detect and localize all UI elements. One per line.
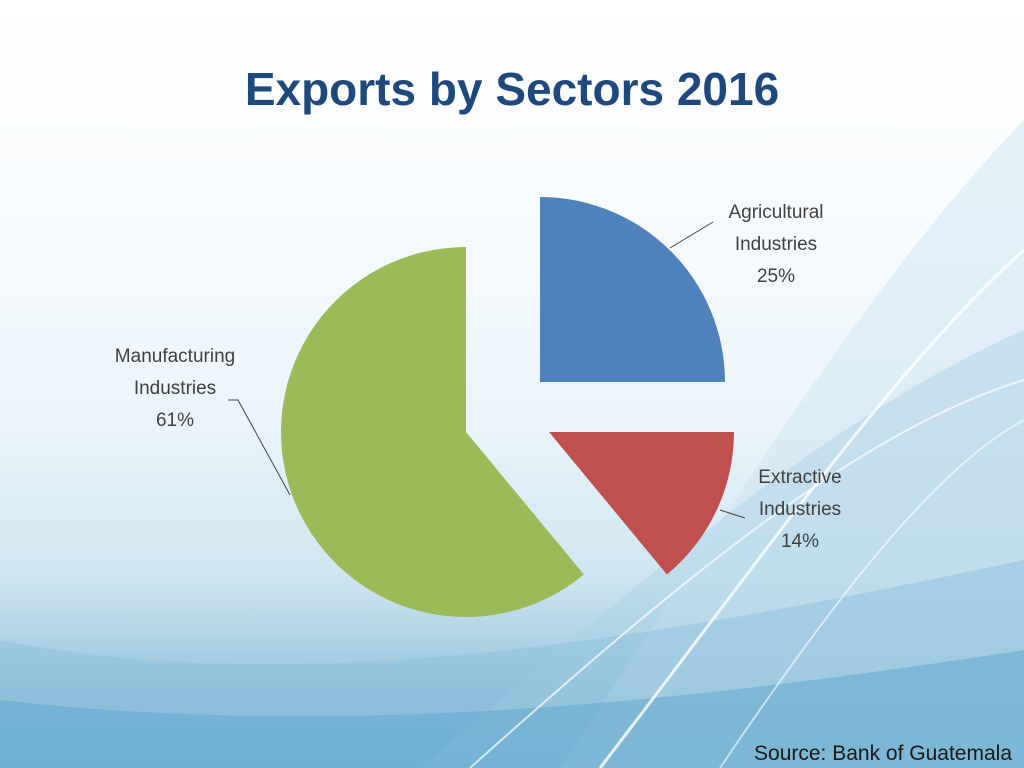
leader-line-extractive [719, 509, 746, 519]
leader-line-agricultural [669, 221, 714, 249]
source-note: Source: Bank of Guatemala [754, 742, 1012, 765]
slice-label-manufacturing: Manufacturing Industries 61% [115, 346, 235, 431]
pie-slice-extractive [549, 432, 734, 575]
slice-label-agricultural: Agricultural Industries 25% [728, 202, 823, 287]
slide-title: Exports by Sectors 2016 [244, 63, 780, 115]
pie-slice-agricultural [540, 197, 725, 382]
leader-line-manufacturing [228, 399, 291, 496]
slice-label-extractive: Extractive Industries 14% [758, 467, 841, 552]
pie-slice-manufacturing [281, 247, 584, 618]
